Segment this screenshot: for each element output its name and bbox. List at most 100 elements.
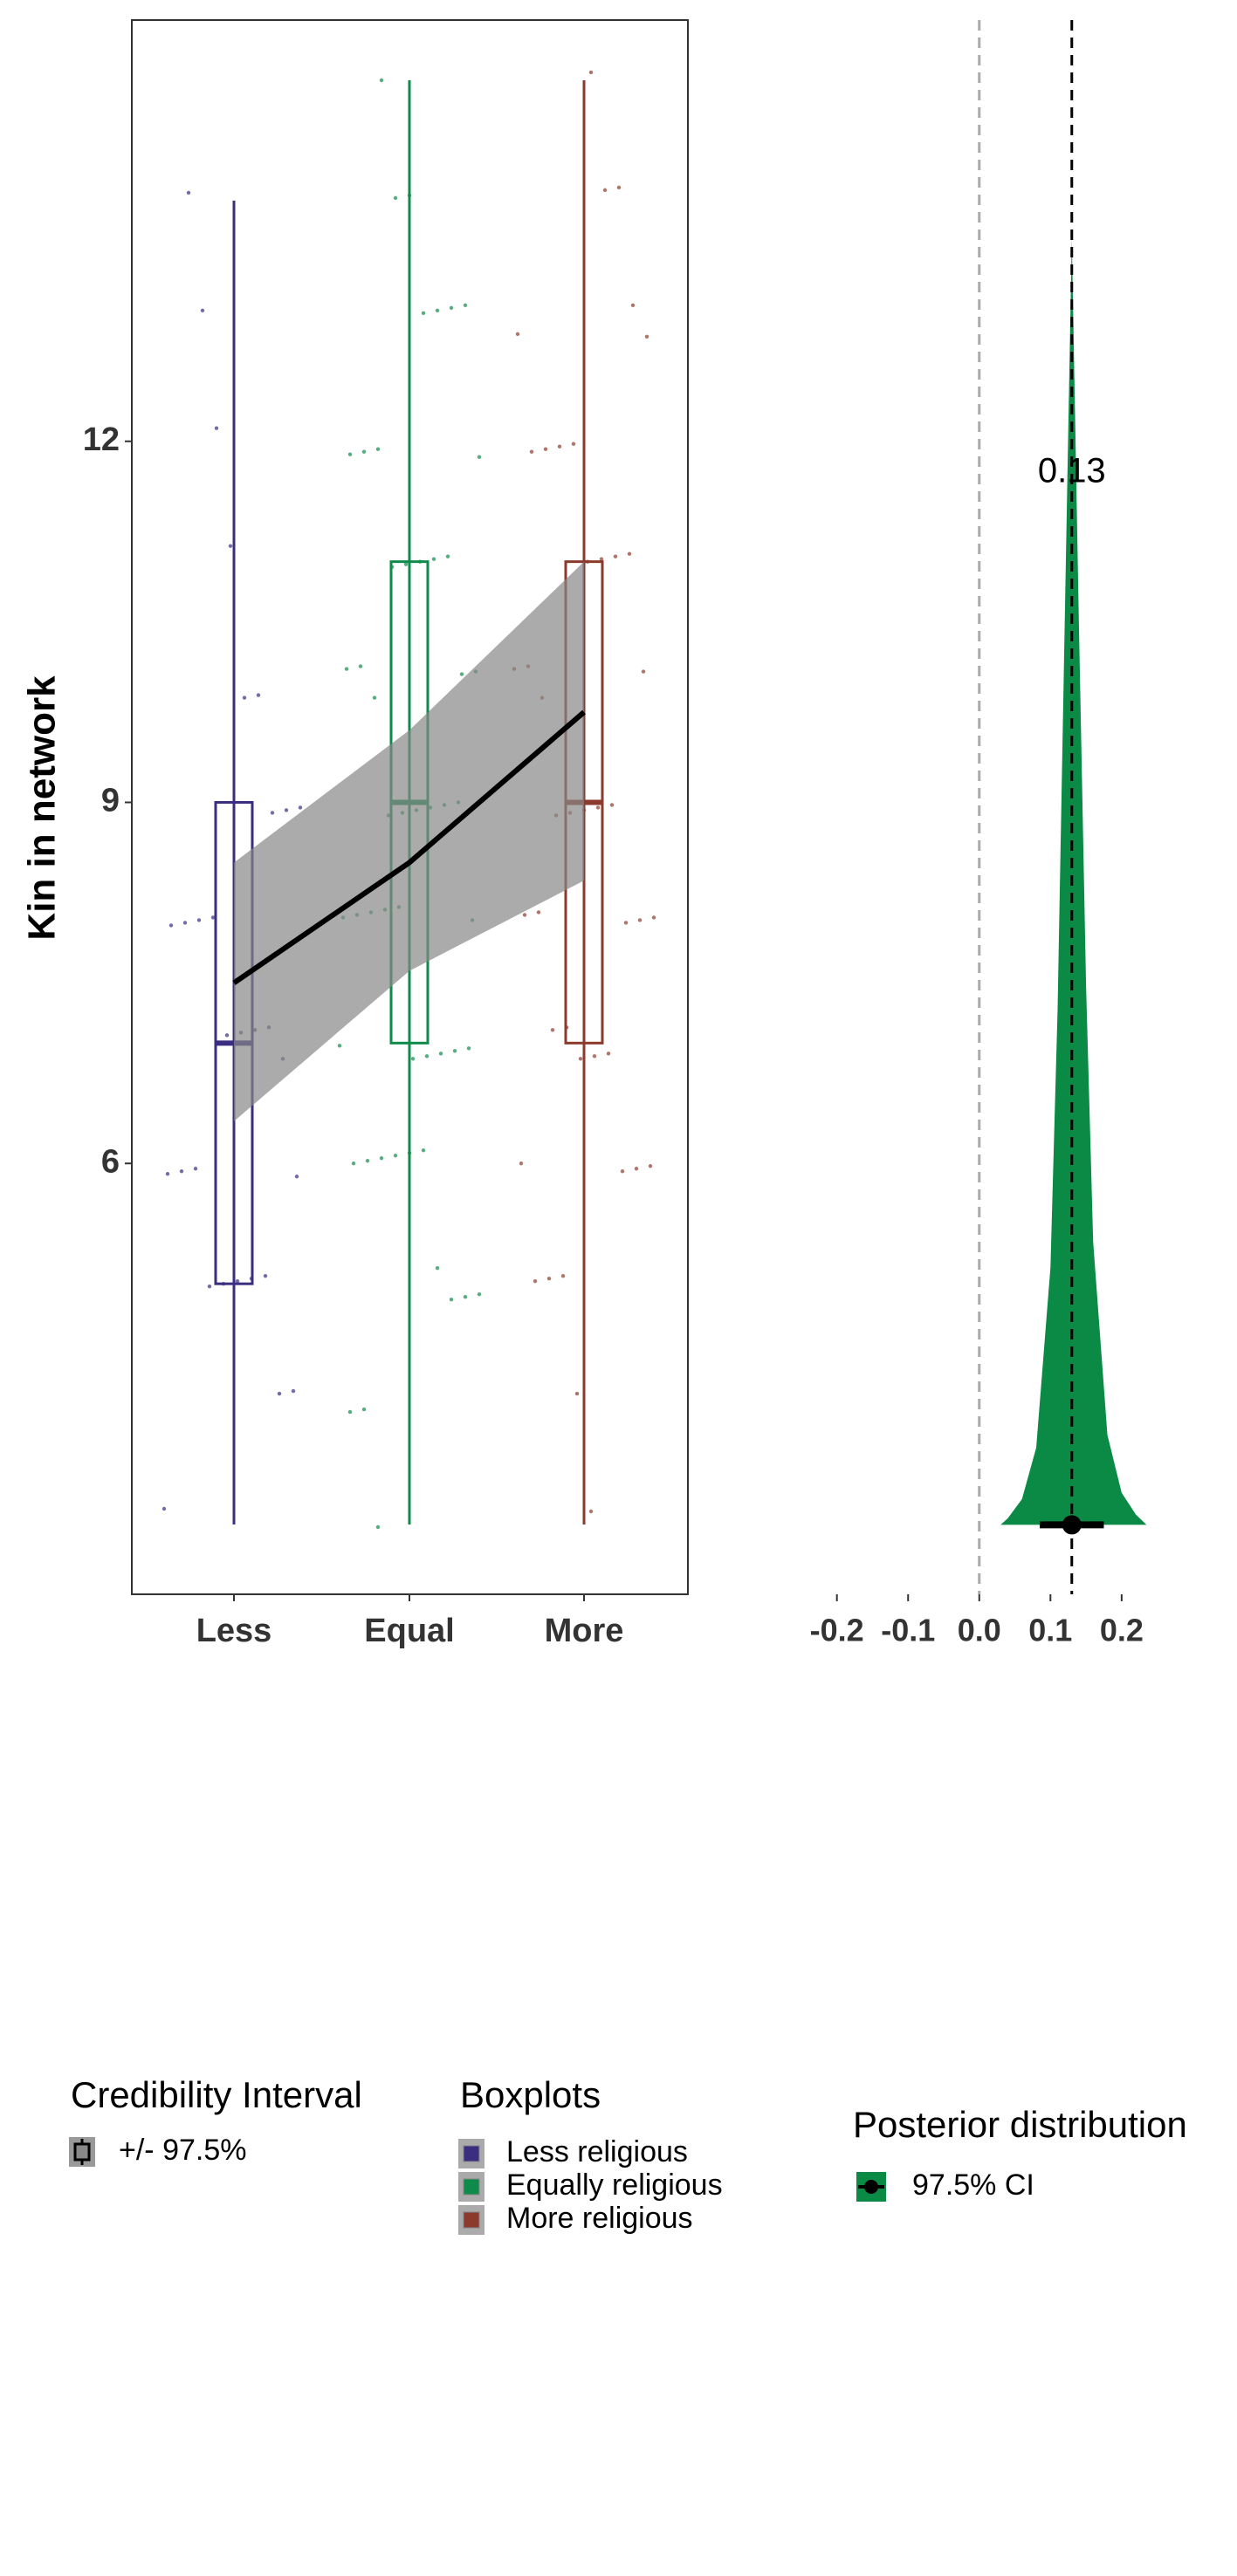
- data-point: [435, 1265, 440, 1271]
- data-point: [263, 1273, 268, 1278]
- data-point: [277, 1391, 282, 1396]
- legend-item: Less religious: [506, 2135, 688, 2168]
- data-point: [168, 923, 174, 928]
- legend-item: 97.5% CI: [912, 2168, 1034, 2202]
- data-point: [210, 915, 216, 920]
- data-point: [546, 1276, 552, 1281]
- data-point: [606, 1052, 611, 1056]
- legend-item: +/- 97.5%: [119, 2134, 246, 2167]
- data-point: [560, 1273, 566, 1278]
- data-point: [623, 921, 629, 925]
- data-point: [557, 444, 562, 449]
- data-point: [571, 442, 576, 446]
- x-tick-label: Less: [196, 1613, 272, 1649]
- data-point: [449, 305, 454, 311]
- data-point: [365, 1159, 370, 1163]
- y-tick-label: 6: [101, 1143, 120, 1180]
- data-point: [379, 78, 384, 83]
- legend-item: Equally religious: [506, 2168, 723, 2202]
- data-point: [620, 1169, 625, 1174]
- data-point: [519, 1161, 524, 1166]
- data-point: [375, 447, 381, 451]
- legend-title: Posterior distribution: [853, 2104, 1187, 2145]
- data-point: [186, 190, 191, 195]
- data-point: [536, 910, 541, 915]
- data-point: [477, 1291, 482, 1297]
- data-point: [630, 303, 636, 308]
- data-point: [358, 664, 363, 668]
- data-point: [477, 455, 482, 459]
- data-point: [291, 1388, 296, 1394]
- data-point: [347, 452, 353, 456]
- legend-key-dot: [864, 2180, 878, 2194]
- x-tick-label: 0.2: [1100, 1613, 1144, 1648]
- y-axis-label: Kin in network: [21, 675, 64, 941]
- data-point: [445, 554, 450, 558]
- data-point: [214, 426, 219, 430]
- data-point: [529, 449, 534, 454]
- confidence-ribbon: [234, 561, 584, 1121]
- data-point: [431, 557, 436, 561]
- data-point: [588, 70, 594, 75]
- data-point: [424, 1054, 430, 1058]
- data-point: [616, 185, 622, 190]
- data-point: [298, 805, 303, 810]
- estimate-label: 0.13: [1038, 452, 1106, 490]
- data-point: [543, 447, 548, 451]
- data-point: [452, 1049, 457, 1053]
- data-point: [200, 308, 205, 313]
- data-point: [595, 805, 601, 810]
- legend-key-swatch: [463, 2145, 480, 2162]
- data-point: [375, 1524, 381, 1530]
- panel-border: [131, 19, 689, 1595]
- legend-title: Credibility Interval: [71, 2074, 362, 2115]
- trend-line: [232, 709, 586, 985]
- data-point: [393, 1154, 398, 1158]
- data-point: [588, 1509, 594, 1514]
- data-point: [533, 1278, 538, 1284]
- legend-key-box: [73, 2142, 91, 2162]
- data-point: [463, 1294, 468, 1299]
- data-point: [196, 918, 202, 922]
- legend-item: More religious: [506, 2202, 693, 2235]
- data-point: [574, 1391, 580, 1396]
- data-point: [609, 803, 615, 807]
- data-point: [403, 562, 409, 566]
- data-point: [463, 303, 468, 308]
- data-point: [421, 311, 426, 316]
- data-point: [515, 332, 520, 337]
- data-point: [550, 1028, 555, 1032]
- data-point: [372, 695, 377, 700]
- data-point: [641, 669, 646, 674]
- data-point: [207, 1284, 212, 1289]
- data-point: [410, 1057, 416, 1061]
- y-tick-label: 9: [101, 783, 120, 819]
- data-point: [161, 1506, 167, 1511]
- data-point: [466, 1046, 471, 1051]
- data-point: [599, 557, 604, 561]
- data-point: [344, 667, 349, 671]
- data-point: [449, 1297, 454, 1302]
- data-point: [351, 1161, 356, 1166]
- data-point: [421, 1148, 426, 1153]
- data-point: [613, 554, 618, 558]
- x-tick-label: 0.0: [958, 1613, 1001, 1648]
- y-tick-label: 12: [83, 421, 120, 458]
- data-point: [347, 1409, 353, 1415]
- x-tick-label: Equal: [364, 1613, 454, 1649]
- data-point: [459, 672, 464, 676]
- x-tick-label: -0.2: [810, 1613, 864, 1648]
- data-point: [648, 1164, 653, 1168]
- data-point: [182, 921, 188, 925]
- data-point: [637, 918, 643, 922]
- data-point: [270, 811, 275, 815]
- data-point: [578, 1057, 583, 1061]
- data-point: [627, 552, 632, 556]
- data-point: [193, 1167, 198, 1171]
- data-point: [634, 1167, 639, 1171]
- estimate-point: [1062, 1515, 1082, 1535]
- data-point: [522, 913, 527, 917]
- data-point: [651, 915, 656, 920]
- x-tick-label: -0.1: [881, 1613, 935, 1648]
